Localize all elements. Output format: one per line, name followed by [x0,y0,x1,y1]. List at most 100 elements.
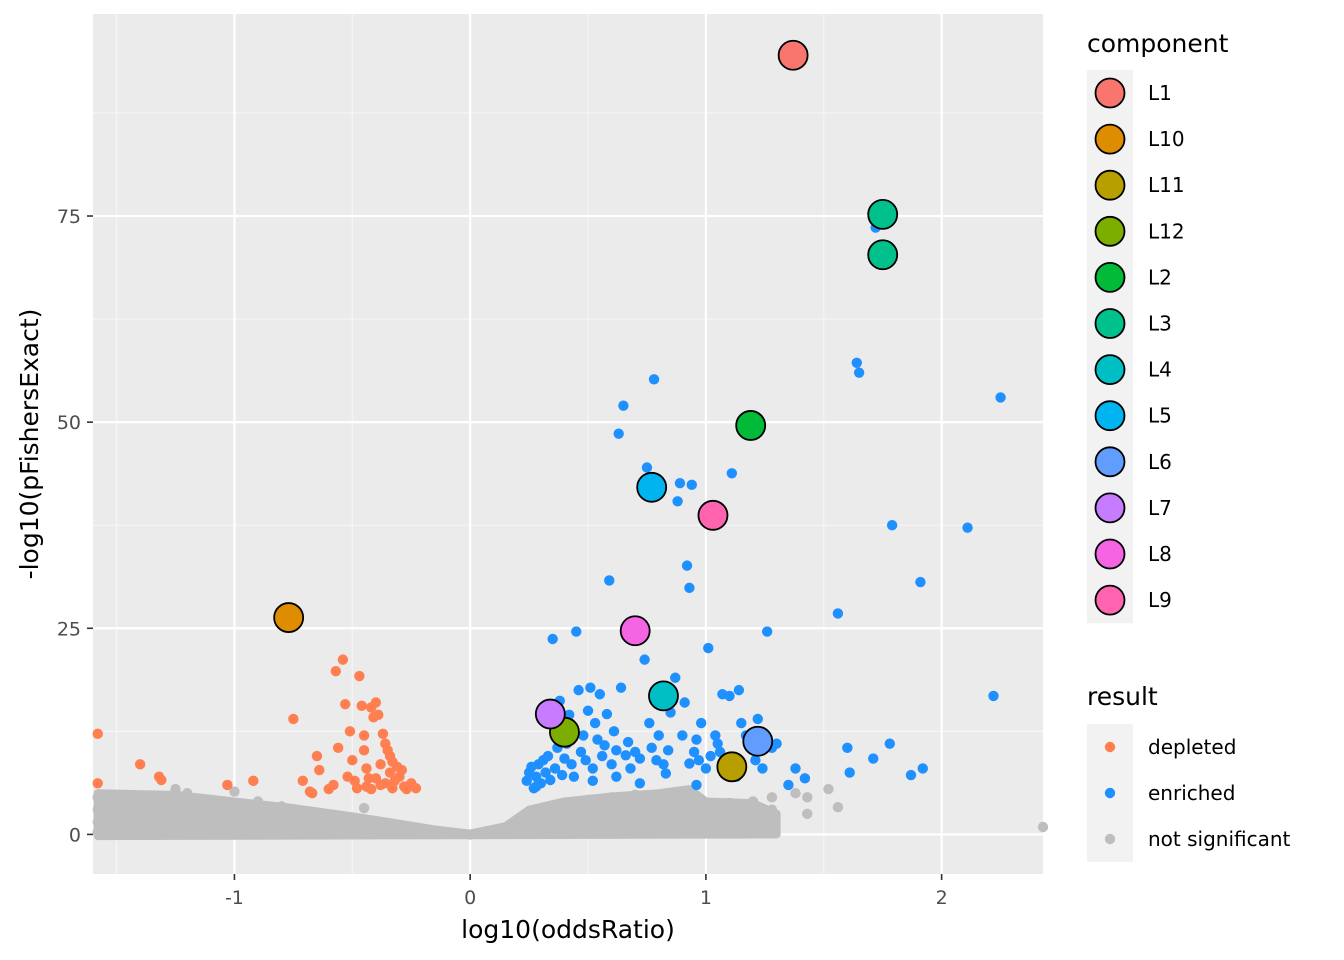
not-significant-point [276,801,287,812]
enriched-point [752,713,763,725]
legend-key-l11 [1094,169,1126,201]
legend-label-l4: L4 [1148,358,1172,382]
depleted-point [92,778,103,789]
enriched-point [724,690,735,702]
result-legend: result depleted enriched not significant [1087,682,1291,862]
depleted-point [304,786,316,797]
not-significant-point [299,806,311,817]
enriched-point [556,769,568,781]
enriched-point [620,750,631,761]
enriched-point [681,560,693,571]
depleted-point [370,697,382,708]
enriched-point [688,746,700,758]
not-significant-point [170,783,181,795]
legend-key-l1 [1094,77,1126,109]
enriched-point [615,682,627,693]
enriched-point [851,357,862,368]
depleted-point [248,775,259,787]
depleted-point [340,698,351,710]
enriched-point [559,753,570,764]
legend-label-l2: L2 [1148,265,1172,289]
enriched-point [540,767,551,778]
result-legend-title: result [1087,682,1158,711]
legend-key-l3 [1094,308,1126,339]
not-significant-point [606,792,617,803]
component-point-l7 [534,698,566,730]
depleted-point [92,728,103,740]
depleted-point [332,742,344,754]
depleted-point [344,726,356,737]
enriched-point [587,763,598,774]
depleted-point [134,759,146,770]
component-point-l10 [273,602,305,633]
enriched-point [703,642,714,654]
enriched-point [582,705,594,716]
enriched-point [710,730,721,741]
enriched-point [608,726,620,737]
not-significant-point [790,787,801,799]
legend-key-not-significant [1104,833,1116,845]
enriched-point [677,730,688,741]
depleted-point [156,774,167,786]
legend-key-l9 [1094,584,1126,616]
enriched-point [599,740,610,751]
depleted-point [377,728,389,740]
legend-key-l10 [1094,123,1126,155]
enriched-point [832,608,844,619]
legend-key-l12 [1094,215,1126,247]
component-points [273,39,899,783]
enriched-point [585,682,596,693]
y-tick-label: 0 [69,824,81,846]
depleted-point [354,670,365,682]
depleted-point [311,750,323,762]
enriched-point [575,746,587,758]
enriched-point [693,755,705,766]
y-axis-ticks: 0 25 50 75 [57,206,93,846]
enriched-point [634,778,646,789]
not-significant-point [92,792,103,803]
legend-label-l9: L9 [1148,588,1172,612]
enriched-point [679,697,690,708]
enriched-point [611,771,622,782]
x-axis-title: log10(oddsRatio) [461,915,675,944]
enriched-point [886,520,898,531]
legend-key-l6 [1094,446,1126,478]
legend-key-l8 [1094,538,1126,570]
enriched-point [868,753,879,764]
not-significant-point [747,796,759,807]
not-significant-point [464,829,476,840]
component-legend: component L1 L10 L11 L12 L2 L3 L4 L5 L6 L7 L8 L9 [1087,29,1229,624]
not-significant-point [766,792,778,803]
enriched-point [691,779,702,791]
enriched-point [761,626,773,637]
enriched-point [641,462,653,473]
component-point-l3 [867,198,899,230]
not-significant-point [358,802,370,814]
component-point-l4 [648,680,679,712]
enriched-point [573,684,584,696]
not-significant-point [205,794,217,805]
not-significant-point [92,826,103,838]
not-significant-point [802,808,813,820]
enriched-point [674,477,686,489]
enriched-point [684,758,695,769]
depleted-point [347,755,358,766]
legend-label-l1: L1 [1148,81,1172,105]
enriched-point [639,654,650,665]
legend-label-l3: L3 [1148,312,1172,336]
x-tick-label: 1 [700,887,712,909]
not-significant-point [370,818,382,829]
enriched-point [604,575,615,586]
enriched-point [592,734,603,745]
depleted-point [356,700,367,711]
not-significant-point [700,800,712,811]
legend-key-l4 [1094,354,1126,386]
not-significant-point [832,802,844,813]
depleted-point [387,783,398,794]
depleted-point [222,779,233,791]
enriched-point [750,755,761,766]
depleted-point [370,773,382,784]
enriched-point [726,468,738,479]
depleted-point [358,730,370,741]
enriched-point [587,775,598,787]
